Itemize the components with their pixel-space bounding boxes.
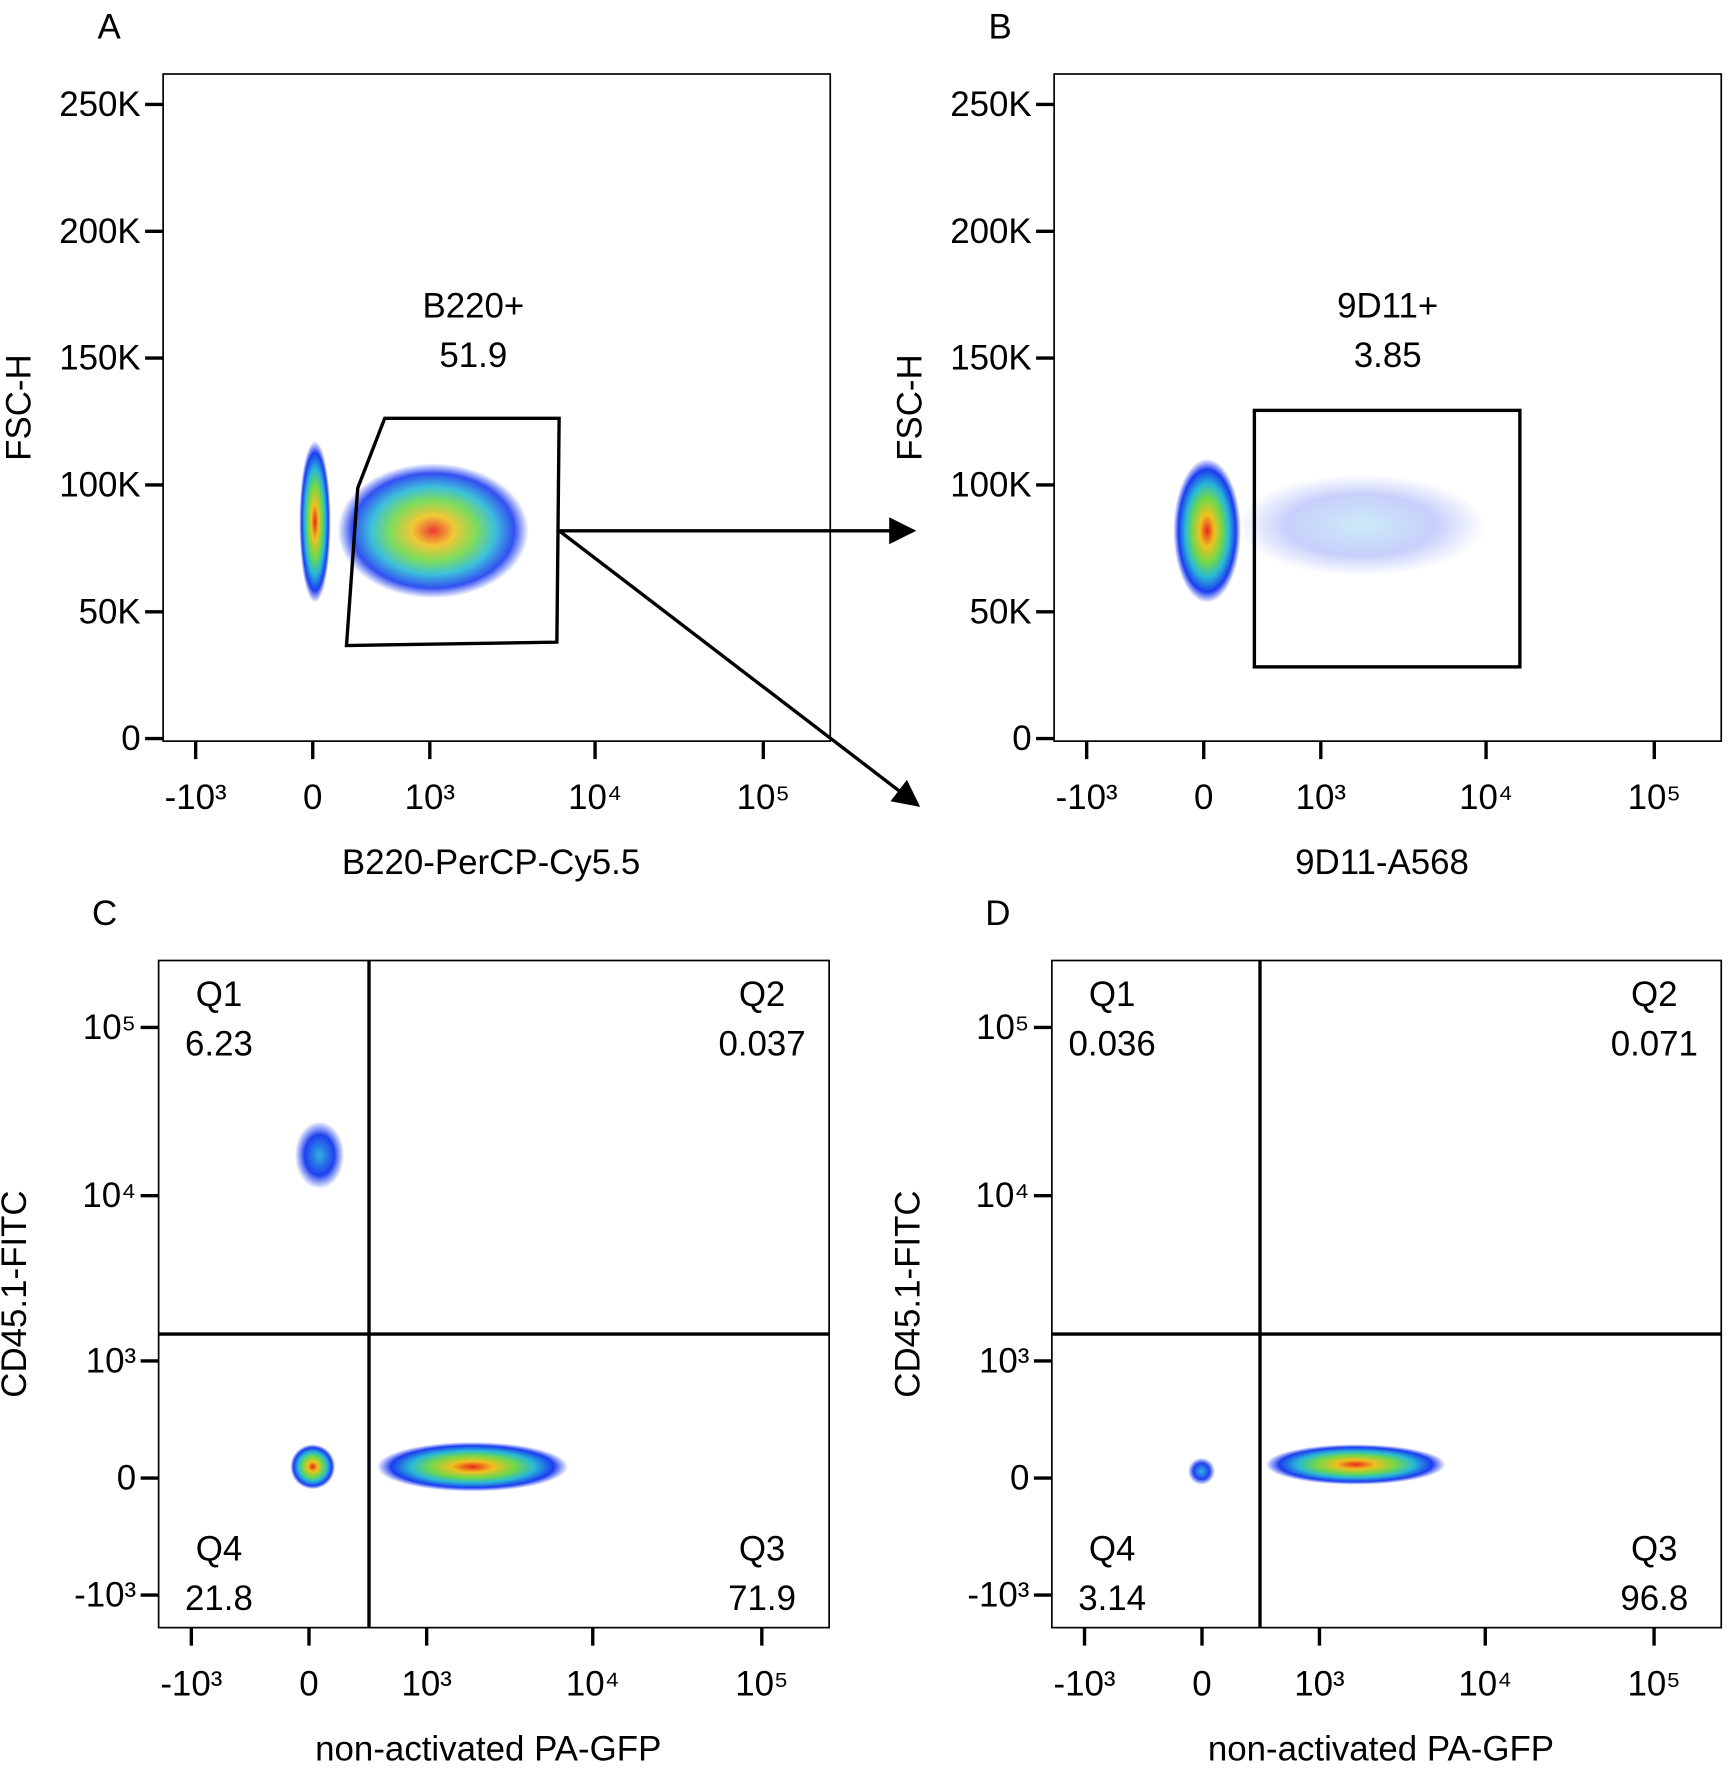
gate-value: 3.85	[1354, 336, 1422, 375]
y-tick-label: 0	[121, 719, 140, 758]
x-axis-label: 9D11-A568	[1295, 843, 1469, 882]
x-axis-label: non-activated PA-GFP	[315, 1730, 661, 1768]
x-tick-label: 10⁴	[1458, 1664, 1512, 1703]
x-tick-label: 0	[303, 778, 322, 817]
gate-name: 9D11+	[1337, 286, 1438, 325]
gate-polygon	[344, 416, 561, 648]
y-tick-label: 50K	[79, 592, 141, 631]
y-tick-label: -10³	[74, 1576, 136, 1615]
gate-name: Q3	[1631, 1529, 1678, 1568]
x-tick-label: 0	[299, 1664, 318, 1703]
plot-frame	[157, 959, 830, 1629]
x-tick-label: 10³	[1294, 1664, 1344, 1703]
gate-name: Q1	[196, 975, 243, 1014]
x-tick-label: 10⁴	[568, 778, 622, 817]
y-tick-label: 150K	[950, 339, 1031, 378]
plot-frame	[1053, 73, 1723, 742]
y-tick-label: 100K	[950, 465, 1031, 504]
gate-value: 51.9	[439, 336, 507, 375]
x-tick-label: 10⁴	[566, 1664, 620, 1703]
x-tick-label: 10⁵	[737, 778, 790, 817]
gate-value: 0.071	[1611, 1024, 1698, 1063]
y-tick-label: 0	[117, 1459, 136, 1498]
y-tick-label: 10³	[979, 1341, 1029, 1380]
gate-name: Q1	[1089, 975, 1136, 1014]
population	[1173, 458, 1241, 603]
x-tick-label: 10⁵	[1628, 778, 1681, 817]
x-tick-label: 10⁴	[1459, 778, 1513, 817]
population	[1265, 1444, 1446, 1485]
x-tick-label: 10³	[401, 1664, 451, 1703]
population	[299, 440, 331, 603]
population	[1237, 474, 1485, 576]
y-tick-label: 10⁵	[976, 1008, 1029, 1047]
arrow	[558, 529, 921, 807]
gate-value: 6.23	[185, 1024, 253, 1063]
population	[1188, 1457, 1215, 1485]
y-tick-label: 250K	[59, 85, 140, 124]
y-tick-label: 10⁵	[83, 1008, 136, 1047]
gate-name: Q4	[1089, 1529, 1136, 1568]
x-tick-label: 10³	[1296, 778, 1346, 817]
gate-value: 71.9	[728, 1579, 796, 1618]
panel-label: C	[92, 894, 117, 933]
y-tick-label: 100K	[59, 465, 140, 504]
y-tick-label: -10³	[967, 1576, 1029, 1615]
y-axis-label: FSC-H	[0, 354, 39, 461]
y-tick-label: 10⁴	[976, 1176, 1030, 1215]
arrows	[558, 517, 921, 807]
gate-value: 3.14	[1078, 1579, 1146, 1618]
y-tick-label: 150K	[59, 339, 140, 378]
gate-name: Q3	[739, 1529, 786, 1568]
y-tick-label: 10³	[86, 1341, 136, 1380]
gate-value: 21.8	[185, 1579, 253, 1618]
y-tick-label: 250K	[950, 85, 1031, 124]
y-tick-label: 200K	[950, 212, 1031, 251]
x-axis-label: B220-PerCP-Cy5.5	[342, 843, 640, 882]
gate-rect	[1252, 408, 1522, 669]
gates	[158, 408, 1722, 1628]
y-tick-label: 0	[1010, 1459, 1029, 1498]
panel-label: A	[97, 7, 121, 46]
x-tick-label: 10³	[405, 778, 455, 817]
panel-label: D	[985, 894, 1010, 933]
plot-frame	[162, 73, 832, 742]
x-tick-label: 0	[1192, 1664, 1211, 1703]
population	[337, 463, 529, 599]
gate-value: 96.8	[1620, 1579, 1688, 1618]
y-axis-label: CD45.1-FITC	[0, 1190, 34, 1397]
gate-name: Q2	[1631, 975, 1678, 1014]
y-tick-label: 10⁴	[82, 1176, 136, 1215]
x-tick-label: -10³	[1056, 778, 1118, 817]
x-tick-label: -10³	[1054, 1664, 1116, 1703]
plot-frame	[1051, 959, 1723, 1629]
y-tick-label: 200K	[59, 212, 140, 251]
x-axis-label: non-activated PA-GFP	[1208, 1730, 1554, 1768]
y-tick-label: 0	[1012, 719, 1031, 758]
gate-name: B220+	[422, 286, 524, 325]
population	[290, 1444, 336, 1490]
panel-label: B	[988, 7, 1011, 46]
gate-name: Q2	[739, 975, 786, 1014]
population	[294, 1121, 345, 1189]
x-tick-label: -10³	[160, 1664, 222, 1703]
y-tick-label: 50K	[970, 592, 1032, 631]
x-tick-label: 10⁵	[735, 1664, 788, 1703]
y-axis-label: FSC-H	[891, 354, 930, 461]
x-tick-label: 10⁵	[1627, 1664, 1680, 1703]
gate-value: 0.036	[1069, 1024, 1156, 1063]
gate-value: 0.037	[718, 1024, 805, 1063]
x-tick-label: -10³	[165, 778, 227, 817]
x-tick-label: 0	[1194, 778, 1213, 817]
population	[376, 1442, 569, 1492]
populations	[290, 440, 1485, 1492]
gate-name: Q4	[196, 1529, 243, 1568]
y-axis-label: CD45.1-FITC	[888, 1190, 927, 1397]
